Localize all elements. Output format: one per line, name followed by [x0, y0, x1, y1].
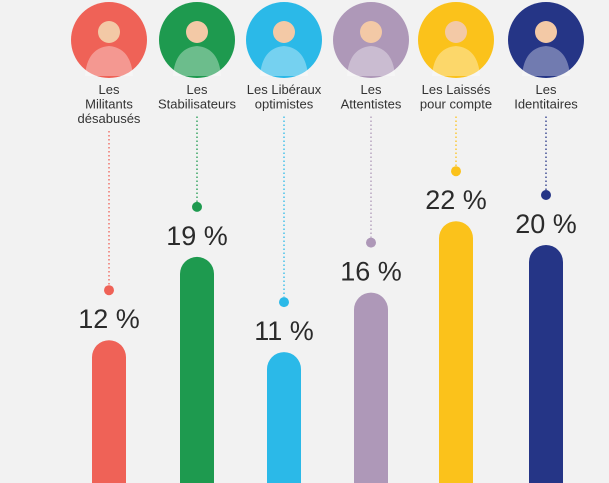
avatar-head	[535, 21, 557, 43]
value-label: 12 %	[78, 304, 140, 334]
value-label: 11 %	[254, 316, 314, 346]
connector-dot	[279, 297, 289, 308]
connector-dot	[104, 285, 114, 296]
avatar-body	[347, 46, 395, 76]
man-thumbs-up-avatar	[246, 2, 322, 78]
category-label: Les Stabilisateurs	[158, 82, 237, 112]
avatar-body	[173, 46, 221, 76]
bar	[180, 256, 214, 483]
category-label: Les Libéraux optimistes	[247, 82, 322, 112]
segment-3: Les Libéraux optimistes 11 %	[246, 2, 322, 483]
woman-hands-on-face-avatar	[71, 2, 147, 78]
value-label: 19 %	[166, 221, 228, 251]
avatar-head	[98, 21, 120, 43]
value-label: 16 %	[340, 257, 402, 287]
bar	[92, 340, 126, 483]
woman-arms-crossed-avatar	[418, 2, 494, 78]
segment-5: Les Laissés pour compte 22 %	[418, 2, 494, 483]
category-label: Les Attentistes	[341, 82, 402, 112]
bar	[267, 352, 301, 483]
connector-dot	[192, 201, 202, 212]
man-stop-gesture-avatar	[508, 2, 584, 78]
category-label: Les Laissés pour compte	[420, 82, 492, 112]
avatar-body	[522, 46, 570, 76]
connector-dot	[451, 166, 461, 177]
avatar-head	[360, 21, 382, 43]
avatar-head	[445, 21, 467, 43]
avatar-body	[260, 46, 308, 76]
bar	[354, 292, 388, 483]
connector-dot	[366, 237, 376, 248]
bar	[439, 221, 473, 483]
man-shrugging-avatar	[333, 2, 409, 78]
avatar-body	[85, 46, 133, 76]
woman-shrugging-avatar	[159, 2, 235, 78]
category-label: Les Militants désabusés	[78, 82, 141, 126]
bar	[529, 245, 563, 483]
avatar-head	[273, 21, 295, 43]
avatar-head	[186, 21, 208, 43]
avatar-body	[432, 46, 480, 76]
category-label: Les Identitaires	[514, 82, 578, 112]
connector-dot	[541, 190, 551, 200]
segment-1: Les Militants désabusés 12 %	[71, 2, 147, 483]
value-label: 22 %	[425, 185, 487, 215]
segment-6: Les Identitaires 20 %	[508, 2, 584, 483]
segment-2: Les Stabilisateurs 19 %	[158, 2, 237, 483]
value-label: 20 %	[515, 209, 577, 239]
segment-4: Les Attentistes 16 %	[333, 2, 409, 483]
